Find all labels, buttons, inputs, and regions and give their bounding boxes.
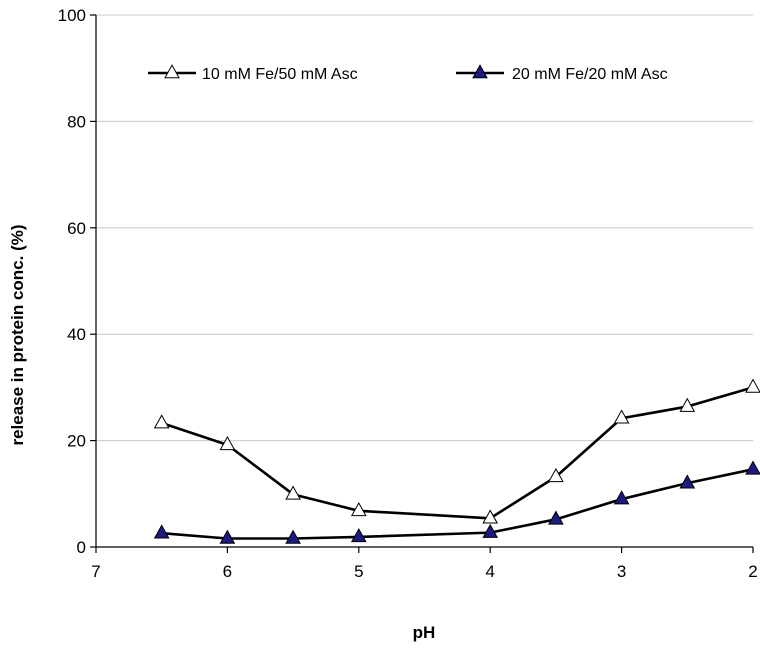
y-tick-label: 0: [77, 538, 86, 557]
data-point-marker: [745, 460, 760, 475]
y-tick-label: 80: [67, 112, 86, 131]
data-point-marker: [350, 528, 367, 543]
y-tick-label: 20: [67, 432, 86, 451]
gridlines: [96, 14, 753, 442]
x-tick-label: 4: [485, 562, 494, 581]
data-point-marker: [482, 509, 499, 524]
data-point-marker: [613, 490, 630, 505]
data-point-marker: [219, 436, 236, 451]
legend-label: 20 mM Fe/20 mM Asc: [512, 66, 668, 83]
axes: 0 20 40 60 80 100 7 6 5 4 3 2: [58, 6, 758, 581]
data-point-marker: [548, 467, 564, 483]
x-axis-title: pH: [413, 623, 436, 642]
legend-marker: [164, 64, 180, 79]
series-group: [153, 378, 760, 544]
data-point-marker: [745, 378, 760, 393]
x-tick-label: 7: [91, 562, 100, 581]
data-point-marker: [350, 501, 367, 517]
y-axis-title: release in protein conc. (%): [8, 224, 27, 445]
data-point-marker: [219, 529, 236, 544]
legend-label: 10 mM Fe/50 mM Asc: [202, 66, 358, 83]
y-tick-label: 100: [58, 6, 86, 25]
legend-marker: [472, 64, 488, 79]
data-point-marker: [153, 414, 170, 429]
x-tick-label: 3: [617, 562, 626, 581]
data-point-marker: [482, 523, 499, 538]
y-tick-label: 40: [67, 325, 86, 344]
series-line-1: [161, 386, 754, 520]
legend: 10 mM Fe/50 mM Asc 20 mM Fe/20 mM Asc: [148, 64, 668, 83]
x-tick-label: 6: [223, 562, 232, 581]
data-point-marker: [679, 474, 696, 489]
x-tick-label: 5: [354, 562, 363, 581]
data-point-marker: [285, 485, 301, 500]
data-point-marker: [285, 529, 301, 544]
data-point-marker: [613, 409, 630, 424]
y-tick-label: 60: [67, 219, 86, 238]
data-point-marker: [548, 510, 564, 525]
data-point-marker: [153, 524, 170, 539]
data-point-marker: [679, 397, 696, 412]
x-tick-label: 2: [748, 562, 757, 581]
series-line-2: [161, 468, 754, 540]
